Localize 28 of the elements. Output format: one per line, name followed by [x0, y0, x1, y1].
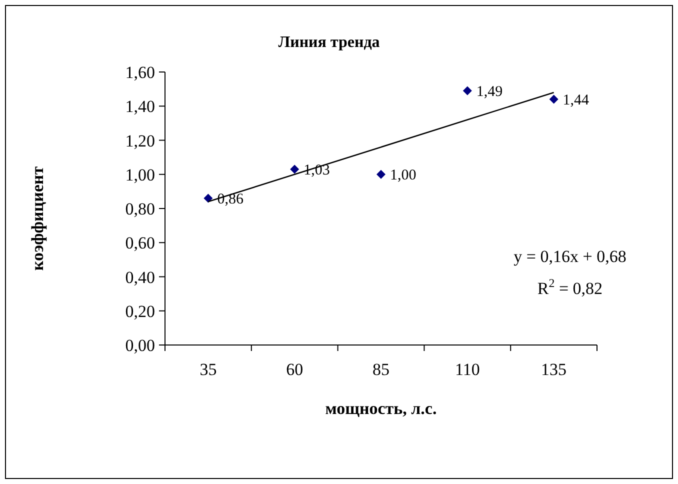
y-tick-label: 1,20	[125, 131, 155, 150]
y-tick-label: 0,00	[125, 336, 155, 355]
point	[204, 194, 213, 203]
x-tick-label: 60	[286, 360, 304, 379]
x-tick-label: 85	[372, 360, 390, 379]
data-label: 1,44	[562, 92, 590, 108]
x-tick-label: 35	[200, 360, 217, 379]
chart-title: Линия тренда	[278, 34, 380, 51]
point	[549, 94, 558, 104]
y-tick-label: 1,40	[125, 97, 155, 116]
point	[376, 170, 386, 179]
y-tick-label: 0,60	[125, 234, 155, 253]
y-tick-label: 0,20	[125, 302, 155, 321]
annotation: R$^{2}$ = 0,82	[537, 276, 603, 298]
y-tick-label: 0,80	[125, 200, 155, 218]
y-tick-label: 1,00	[125, 165, 155, 184]
data-label: 1,00	[390, 167, 416, 184]
point	[290, 164, 300, 174]
x-axis-title: мощность, л.с.	[325, 399, 437, 418]
y-tick-label: 1,60	[125, 63, 155, 82]
x-tick-label: 110	[454, 360, 480, 379]
annotation: y = 0,16x + 0,68	[514, 247, 626, 266]
y-tick-label: 0,40	[125, 268, 155, 287]
data-label: 1,49	[476, 84, 503, 100]
x-tick-label: 135	[541, 360, 567, 379]
data-label: 0,86	[217, 191, 244, 208]
point	[462, 86, 472, 96]
y-axis-title: коэффициент	[28, 166, 47, 271]
